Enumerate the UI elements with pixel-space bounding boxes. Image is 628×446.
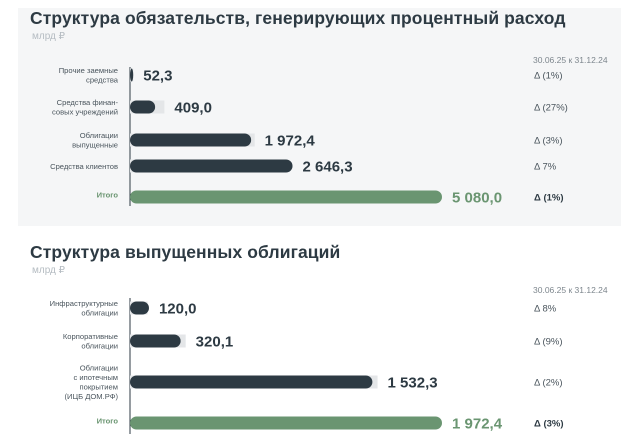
- bar: [130, 68, 134, 82]
- bar-total: [130, 190, 442, 204]
- total-delta-label: Δ (1%): [534, 193, 564, 204]
- bar: [130, 100, 156, 114]
- chart-background: [18, 8, 621, 226]
- bar-value-label: 320,1: [196, 334, 234, 351]
- bar: [130, 334, 181, 348]
- total-value-label: 5 080,0: [452, 190, 502, 207]
- delta-label: Δ (1%): [534, 71, 563, 82]
- period-label: 30.06.25 к 31.12.24: [533, 55, 608, 65]
- category-label: (ИЦБ ДОМ.РФ): [65, 392, 119, 401]
- total-label: Итого: [97, 191, 119, 200]
- category-label: покрытием: [79, 383, 118, 392]
- total-label: Итого: [97, 417, 119, 426]
- bar-value-label: 2 646,3: [303, 159, 353, 176]
- category-label: Средства клиентов: [50, 162, 118, 171]
- delta-label: Δ 8%: [534, 304, 557, 315]
- delta-label: Δ (9%): [534, 337, 563, 348]
- chart-title: Структура выпущенных облигаций: [30, 242, 341, 262]
- delta-label: Δ (2%): [534, 378, 563, 389]
- delta-label: Δ (3%): [534, 136, 563, 147]
- delta-label: Δ (27%): [534, 103, 568, 114]
- bar-value-label: 409,0: [174, 100, 212, 117]
- category-label: с ипотечным: [73, 373, 118, 382]
- chart-panel-bonds: Структура выпущенных облигаций млрд ₽ 30…: [0, 234, 628, 446]
- category-label: выпущенные: [72, 141, 118, 150]
- total-value-label: 1 972,4: [452, 416, 503, 433]
- period-label: 30.06.25 к 31.12.24: [533, 285, 608, 295]
- delta-label: Δ 7%: [534, 162, 557, 173]
- category-label: облигации: [81, 309, 118, 318]
- category-label: Инфраструктурные: [50, 299, 118, 308]
- category-label: Корпоративные: [63, 332, 118, 341]
- category-label: средства: [86, 76, 119, 85]
- chart-panel-liabilities: Структура обязательств, генерирующих про…: [18, 8, 621, 226]
- bar: [130, 375, 373, 389]
- category-label: Прочие заемные: [59, 66, 118, 75]
- bar: [130, 159, 293, 173]
- chart-unit: млрд ₽: [32, 265, 66, 276]
- bar: [130, 301, 149, 315]
- category-label: Облигации: [80, 131, 118, 140]
- bar: [130, 133, 252, 147]
- chart-title: Структура обязательств, генерирующих про…: [30, 8, 566, 28]
- bar-total: [130, 416, 442, 430]
- bar-value-label: 1 972,4: [265, 133, 316, 150]
- category-label: облигации: [81, 342, 118, 351]
- category-label: Облигации: [80, 364, 118, 373]
- total-delta-label: Δ (3%): [534, 419, 564, 430]
- category-label: Средства финан-: [57, 98, 119, 107]
- bar-value-label: 120,0: [159, 301, 197, 318]
- bar-value-label: 52,3: [143, 68, 172, 85]
- category-label: совых учреждений: [52, 108, 118, 117]
- bar-value-label: 1 532,3: [388, 375, 438, 392]
- chart-unit: млрд ₽: [32, 31, 66, 42]
